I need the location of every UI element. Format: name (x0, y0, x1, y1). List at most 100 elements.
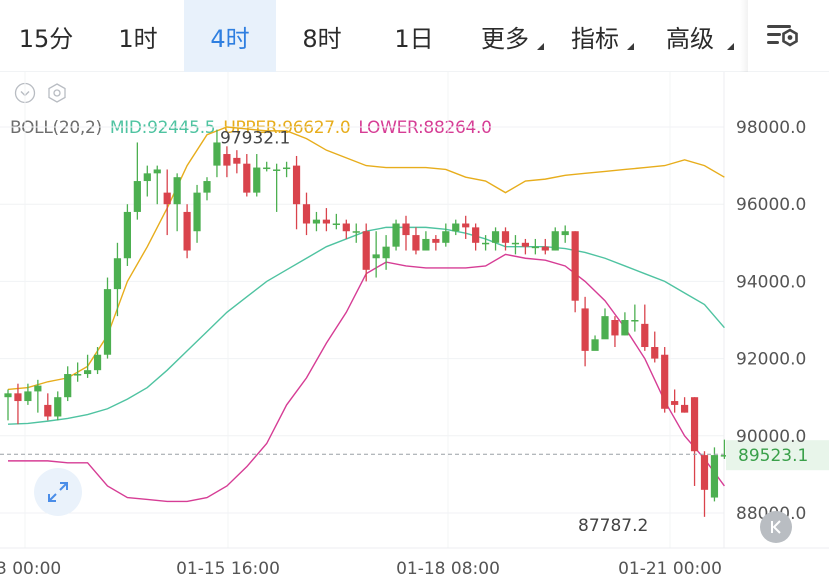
candle-body (362, 231, 370, 270)
candle-body (641, 323, 649, 348)
x-tick-label: 01-18 08:00 (396, 559, 500, 579)
candle-body (601, 316, 609, 340)
tab-advanced[interactable]: 高级 (640, 0, 740, 72)
y-tick-label: 90000.0 (736, 427, 806, 447)
candlestick-chart[interactable]: 89523.1 97932.1 87787.2 98000.0 96000.0 94… (0, 72, 829, 586)
chart-grid (0, 72, 829, 549)
x-axis: 3 00:00 01-15 16:00 01-18 08:00 01-21 00:00 (0, 559, 722, 579)
last-price-tag (726, 440, 829, 471)
legend-upper: UPPER:96627.0 (223, 118, 351, 138)
candle-body (352, 231, 360, 233)
chart-overlay: 89523.1 97932.1 87787.2 (0, 129, 829, 536)
boll-bands (7, 126, 725, 503)
y-tick-label: 96000.0 (736, 195, 806, 215)
candle-body (551, 231, 559, 251)
scroll-to-latest-button[interactable] (760, 511, 792, 543)
candle-body (690, 397, 699, 452)
candle-body (14, 393, 22, 402)
candle-body (103, 289, 112, 355)
y-tick-label: 98000.0 (736, 118, 806, 138)
candle-body (392, 223, 400, 247)
tab-1h[interactable]: 1时 (118, 24, 158, 53)
candle-body (283, 167, 291, 170)
candle-body (681, 404, 689, 413)
tabbar-shadow (740, 0, 748, 72)
tab-15m[interactable]: 15分 (18, 24, 74, 53)
candle-body (571, 231, 579, 301)
candle-body (432, 238, 440, 243)
candle-body (531, 246, 539, 249)
hexagon-settings-icon[interactable] (46, 82, 68, 104)
candle-body (113, 258, 122, 290)
candle-body (133, 181, 141, 212)
candle-body (233, 157, 241, 164)
chevron-left-icon (771, 520, 781, 534)
candles (4, 129, 728, 517)
candle-body (631, 320, 639, 322)
candle-body (710, 455, 719, 498)
x-tick-label: 3 00:00 (0, 559, 61, 579)
candle-body (412, 235, 420, 251)
candle-body (521, 242, 529, 247)
candle-body (581, 308, 589, 351)
legend-lower: LOWER:88264.0 (358, 118, 492, 138)
candle-body (561, 231, 569, 236)
candle-body (163, 192, 171, 205)
candle-body (273, 169, 281, 171)
boll-legend: BOLL(20,2) MID:92445.5 UPPER:96627.0 LOWER:… (10, 118, 500, 138)
candle-body (482, 242, 490, 245)
candle-body (153, 169, 161, 174)
candle-body (253, 167, 261, 193)
tab-8h[interactable]: 8时 (302, 24, 342, 53)
dropdown-caret-icon (537, 43, 544, 50)
boll-upper-line (7, 126, 725, 391)
chart-settings-icon (767, 25, 798, 47)
y-tick-label: 94000.0 (736, 272, 806, 292)
tab-1d[interactable]: 1日 (394, 24, 434, 53)
chart-settings-button[interactable] (762, 18, 802, 54)
candle-body (173, 177, 181, 205)
candle-body (24, 391, 32, 402)
candle-body (442, 231, 450, 243)
candle-body (74, 374, 82, 376)
candle-body (93, 354, 102, 371)
candle-body (671, 401, 679, 405)
legend-mid: MID:92445.5 (109, 118, 216, 138)
x-tick-label: 01-15 16:00 (176, 559, 280, 579)
candle-body (332, 223, 340, 226)
candle-body (123, 211, 131, 259)
candle-body (292, 165, 301, 205)
candle-body (621, 320, 629, 336)
candle-body (501, 231, 510, 243)
dropdown-caret-icon (727, 43, 734, 50)
expand-chart-button[interactable] (34, 468, 82, 516)
candle-body (372, 254, 380, 259)
candle-body (651, 347, 659, 359)
legend-indicator-name: BOLL(20,2) (10, 118, 102, 138)
candle-body (720, 455, 728, 457)
candle-body (382, 246, 390, 259)
candle-body (243, 163, 251, 193)
tab-more[interactable]: 更多 (460, 0, 550, 72)
candle-body (462, 223, 470, 228)
candle-body (143, 173, 151, 182)
last-price-label: 89523.1 (738, 446, 808, 466)
candle-body (661, 354, 669, 409)
tab-indicators[interactable]: 指标 (550, 0, 640, 72)
boll-lower-line (8, 253, 725, 503)
tab-4h[interactable]: 4时 (184, 0, 276, 72)
candle-body (193, 192, 201, 232)
candle-body (322, 219, 330, 224)
candle-body (452, 223, 460, 232)
candle-body (541, 246, 549, 251)
candle-body (54, 397, 62, 417)
candle-body (342, 223, 350, 232)
timeframe-tabbar: 15分 1时 4时 8时 1日 更多 指标 高级 (0, 0, 829, 72)
candle-body (491, 231, 500, 243)
candle-body (472, 227, 480, 243)
candle-body (591, 339, 599, 351)
candle-body (223, 154, 231, 166)
candle-body (312, 219, 321, 224)
x-tick-label: 01-21 00:00 (618, 559, 722, 579)
candle-body (34, 385, 42, 392)
